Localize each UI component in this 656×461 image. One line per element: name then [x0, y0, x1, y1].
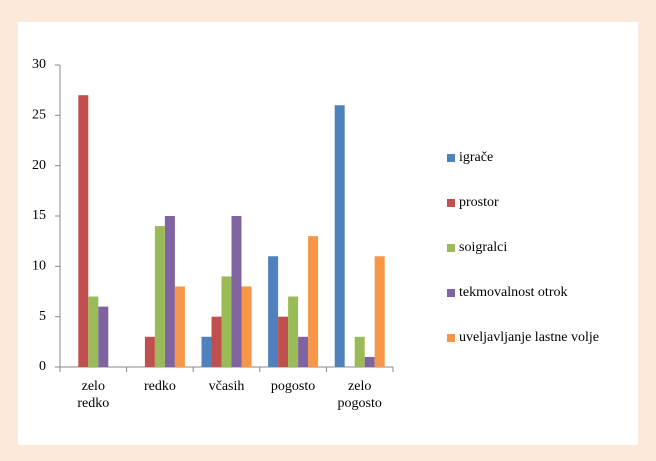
x-tick-label: zelo redko [77, 379, 110, 411]
bar [78, 95, 89, 367]
bar [98, 306, 109, 367]
bar [201, 336, 212, 367]
legend-label: soigralci [459, 240, 507, 255]
legend-swatch [447, 154, 455, 162]
bar [268, 256, 279, 367]
y-tick-label: 0 [39, 359, 46, 374]
bar [308, 236, 319, 367]
y-tick-label: 30 [32, 57, 46, 72]
x-tick-label: redko [143, 379, 176, 394]
y-tick-label: 25 [32, 108, 46, 123]
bar [211, 316, 222, 367]
bar [374, 256, 385, 367]
bar [144, 336, 155, 367]
legend-label: igrače [459, 150, 493, 165]
legend-label: tekmovalnost otrok [459, 285, 568, 300]
bar [241, 286, 252, 367]
legend-swatch [447, 244, 455, 252]
bar [154, 226, 165, 367]
y-tick-label: 15 [32, 208, 46, 223]
bar [364, 356, 375, 367]
bar [174, 286, 185, 367]
legend-label: uveljavljanje lastne volje [459, 330, 599, 345]
y-tick-label: 20 [32, 158, 46, 173]
chart-area [18, 22, 638, 445]
bar [88, 296, 99, 367]
bar [231, 216, 242, 367]
y-tick-label: 10 [32, 259, 46, 274]
bar [221, 276, 232, 367]
bar [278, 316, 289, 367]
bar [334, 105, 345, 368]
bar [288, 296, 299, 367]
legend-swatch [447, 199, 455, 207]
bar [354, 336, 365, 367]
bar [298, 336, 309, 367]
y-tick-label: 5 [39, 309, 46, 324]
x-tick-label: zelo pogosto [337, 379, 382, 411]
x-tick-label: včasih [208, 379, 245, 394]
x-tick-label: pogosto [270, 379, 316, 394]
bar [164, 216, 175, 367]
legend-swatch [447, 334, 455, 342]
legend-label: prostor [459, 195, 499, 210]
legend-swatch [447, 289, 455, 297]
